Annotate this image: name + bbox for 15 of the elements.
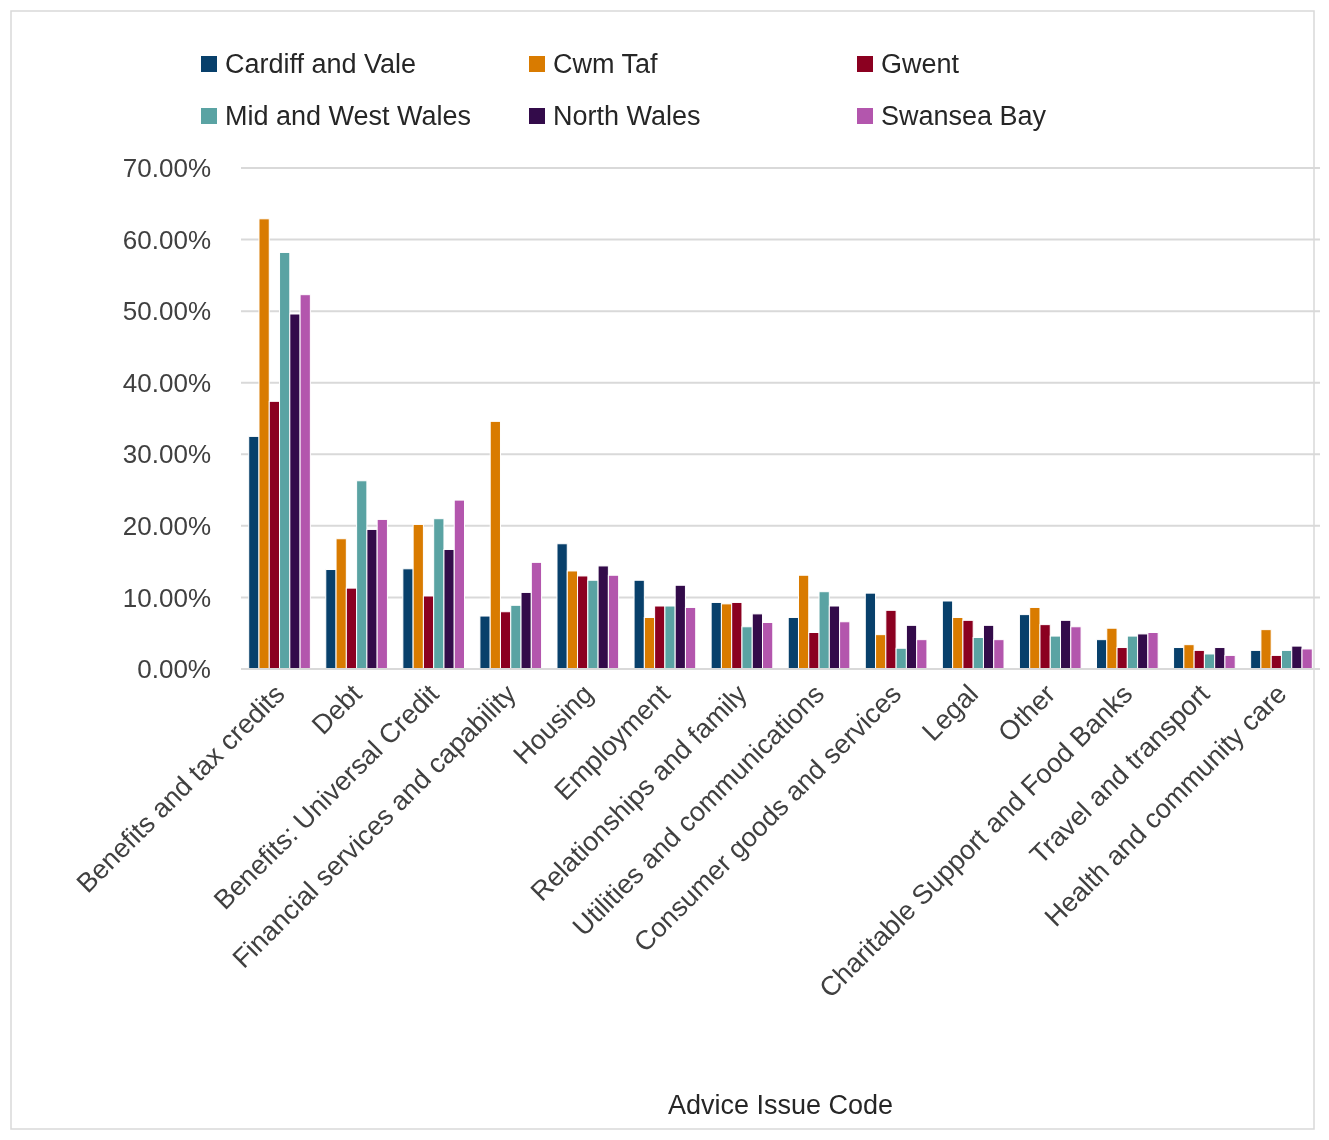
y-tick-label: 40.00% [122, 367, 211, 398]
y-tick-label: 30.00% [122, 439, 211, 470]
legend-label: Cwm Taf [553, 49, 659, 80]
legend-label: Mid and West Wales [225, 101, 472, 132]
y-tick-label: 60.00% [122, 224, 211, 255]
y-tick-label: 20.00% [122, 510, 211, 541]
y-tick-label: 50.00% [122, 296, 211, 327]
legend-label: Gwent [881, 49, 960, 80]
legend-label: North Wales [553, 101, 701, 132]
legend-label: Cardiff and Vale [225, 49, 417, 80]
legend-label: Swansea Bay [881, 101, 1047, 132]
y-tick-label: 10.00% [122, 582, 211, 613]
y-tick-label: 0.00% [137, 654, 211, 685]
x-axis-title: Advice Issue Code [667, 1090, 894, 1120]
y-tick-label: 70.00% [122, 153, 211, 184]
